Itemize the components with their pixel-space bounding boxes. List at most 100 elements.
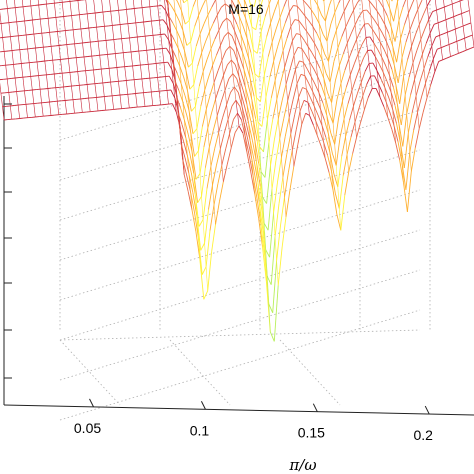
mesh-line: [251, 98, 257, 119]
mesh-line: [198, 71, 204, 87]
mesh-line: [309, 61, 314, 69]
mesh-line: [187, 191, 193, 210]
mesh-line: [362, 10, 365, 25]
mesh-line: [411, 46, 414, 63]
mesh-line: [126, 9, 129, 24]
mesh-line: [193, 84, 196, 107]
mesh-line: [396, 38, 402, 63]
mesh-line: [36, 18, 41, 21]
mesh-line: [261, 97, 267, 127]
mesh-line: [412, 62, 415, 80]
mesh-line: [49, 32, 52, 47]
mesh-line: [324, 53, 329, 62]
mesh-line: [129, 36, 134, 39]
mesh-line: [310, 0, 312, 10]
mesh-line: [6, 0, 8, 9]
plot-box: [3, 0, 474, 421]
mesh-line: [324, 96, 330, 114]
mesh-line: [241, 7, 247, 19]
mesh-line: [232, 73, 238, 79]
mesh-line: [17, 105, 20, 119]
mesh-line: [164, 0, 166, 11]
mesh-line: [266, 165, 271, 204]
mesh-line: [0, 8, 4, 10]
mesh-line: [213, 82, 216, 99]
mesh-line: [387, 117, 393, 130]
mesh-line: [143, 92, 146, 107]
mesh-line: [238, 76, 241, 93]
mesh-line: [198, 236, 201, 259]
mesh-line: [318, 23, 321, 42]
mesh-line: [94, 40, 99, 43]
mesh-line: [392, 109, 395, 127]
mesh-line: [356, 122, 361, 138]
mesh-line: [181, 124, 187, 138]
mesh-line: [299, 100, 305, 112]
mesh-line: [416, 39, 422, 51]
mesh-line: [354, 16, 360, 25]
mesh-line: [362, 95, 365, 110]
mesh-line: [202, 0, 206, 7]
mesh-line: [33, 103, 36, 118]
mesh-line: [292, 149, 295, 167]
mesh-line: [198, 15, 201, 34]
mesh-line: [30, 4, 35, 7]
mesh-line: [221, 50, 227, 61]
mesh-line: [222, 104, 228, 118]
mesh-line: [122, 52, 125, 67]
mesh-line: [24, 20, 27, 35]
mesh-line: [301, 113, 307, 125]
mesh-line: [465, 10, 470, 13]
mesh-line: [277, 0, 280, 1]
mesh-line: [102, 11, 107, 13]
mesh-line: [436, 8, 441, 11]
mesh-line: [30, 5, 33, 21]
mesh-line: [93, 69, 96, 84]
mesh-line: [177, 48, 180, 67]
mesh-line: [210, 48, 213, 66]
mesh-line: [257, 182, 263, 211]
mesh-line: [287, 84, 293, 101]
mesh-line: [376, 10, 382, 18]
mesh-line: [342, 100, 345, 119]
mesh-line: [414, 24, 420, 35]
mesh-line: [227, 31, 233, 37]
grid-line: [59, 69, 421, 181]
mesh-line: [258, 53, 264, 78]
mesh-line: [336, 214, 342, 231]
mesh-line: [108, 68, 111, 83]
mesh-line: [133, 8, 137, 23]
mesh-line: [47, 45, 52, 48]
mesh-line: [0, 11, 2, 24]
mesh-line: [152, 62, 157, 65]
mesh-line: [237, 40, 243, 52]
mesh-line: [328, 0, 332, 6]
mesh-line: [350, 121, 356, 138]
mesh-line: [294, 19, 299, 21]
mesh-line: [401, 41, 407, 58]
mesh-line: [419, 24, 422, 40]
mesh-line: [267, 41, 273, 57]
mesh-line: [46, 74, 49, 89]
mesh-line: [260, 31, 264, 54]
mesh-line: [345, 26, 348, 44]
mesh-line: [226, 17, 231, 22]
mesh-line: [201, 167, 206, 197]
mesh-line: [462, 23, 468, 27]
mesh-line: [406, 171, 412, 212]
mesh-line: [157, 77, 160, 92]
mesh-line: [240, 34, 243, 52]
mesh-line: [260, 171, 266, 178]
mesh-line: [419, 68, 425, 82]
mesh-line: [53, 0, 55, 4]
mesh-line: [365, 37, 368, 51]
mesh-line: [322, 0, 325, 2]
mesh-line: [209, 147, 212, 167]
mesh-line: [326, 115, 332, 134]
mesh-line: [72, 99, 75, 114]
mesh-line: [180, 143, 186, 158]
mesh-line: [329, 61, 335, 82]
mesh-line: [336, 83, 342, 100]
mesh-line: [350, 24, 356, 34]
mesh-line: [96, 27, 99, 42]
